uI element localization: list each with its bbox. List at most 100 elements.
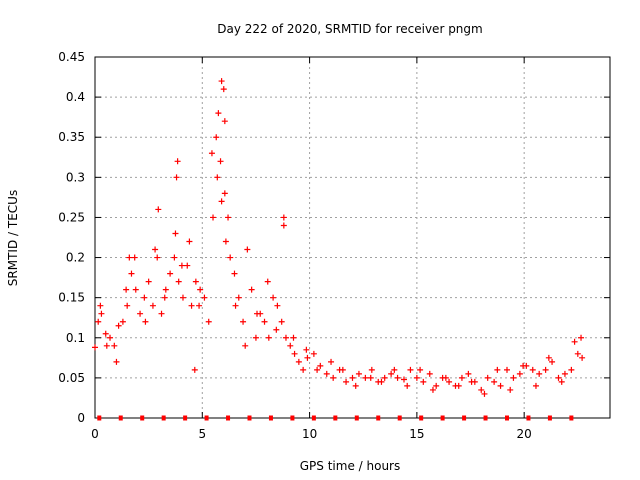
y-tick-label: 0.25 (58, 210, 85, 224)
data-point (295, 358, 302, 365)
data-point (210, 214, 217, 221)
data-point (404, 382, 411, 389)
data-point (278, 318, 285, 325)
data-point (442, 374, 449, 381)
data-point (368, 366, 375, 373)
data-point (221, 118, 228, 125)
data-point (221, 190, 228, 197)
data-point (561, 370, 568, 377)
data-point (417, 366, 424, 373)
data-point (367, 374, 374, 381)
data-point (171, 254, 178, 261)
data-point (128, 270, 135, 277)
data-point (555, 374, 562, 381)
baseline-marker (462, 415, 467, 421)
data-point (115, 322, 122, 329)
baseline-marker (440, 415, 445, 421)
x-axis-label: GPS time / hours (300, 459, 401, 473)
baseline-marker (161, 415, 166, 421)
data-point (98, 310, 105, 317)
data-point (188, 302, 195, 309)
data-point (532, 382, 539, 389)
data-point (394, 374, 401, 381)
data-point (184, 262, 191, 269)
data-point (218, 78, 225, 85)
data-point (330, 374, 337, 381)
baseline-marker (569, 415, 574, 421)
data-point (381, 374, 388, 381)
data-point (161, 294, 168, 301)
data-point (149, 302, 156, 309)
data-point (317, 362, 324, 369)
data-point (145, 278, 152, 285)
data-point (123, 286, 130, 293)
baseline-marker (526, 415, 531, 421)
data-point (388, 370, 395, 377)
data-series (92, 78, 586, 421)
data-point (355, 370, 362, 377)
data-point (314, 366, 321, 373)
data-point (339, 366, 346, 373)
y-tick-label: 0 (77, 411, 85, 425)
data-point (504, 366, 510, 373)
baseline-marker (483, 415, 488, 421)
data-point (137, 310, 144, 317)
baseline-marker (140, 415, 145, 421)
data-point (186, 238, 193, 245)
x-tick-label: 10 (302, 427, 317, 441)
data-point (92, 344, 98, 351)
baseline-marker (376, 415, 381, 421)
data-point (529, 366, 536, 373)
data-point (579, 354, 586, 361)
data-point (201, 294, 208, 301)
data-point (97, 302, 104, 309)
data-point (510, 374, 517, 381)
x-tick-label: 20 (517, 427, 532, 441)
data-point (205, 318, 212, 325)
data-point (131, 254, 138, 261)
data-point (536, 370, 543, 377)
baseline-marker (247, 415, 252, 421)
data-point (240, 318, 247, 325)
data-point (231, 270, 238, 277)
data-point (265, 334, 272, 341)
data-point (497, 382, 504, 389)
data-point (119, 318, 126, 325)
data-point (124, 302, 131, 309)
baseline-marker (419, 415, 424, 421)
data-point (300, 366, 307, 373)
baseline-marker (547, 415, 552, 421)
data-point (446, 378, 453, 385)
data-point (158, 310, 165, 317)
baseline-marker (268, 415, 273, 421)
data-point (349, 374, 356, 381)
data-point (261, 318, 268, 325)
data-point (478, 386, 485, 393)
data-point (111, 342, 118, 349)
data-point (420, 378, 427, 385)
data-point (126, 254, 133, 261)
data-point (558, 378, 565, 385)
data-point (429, 386, 436, 393)
baseline-marker (311, 415, 316, 421)
data-point (568, 366, 575, 373)
plot-frame (94, 56, 611, 419)
x-tick-label: 5 (198, 427, 206, 441)
data-point (174, 158, 181, 165)
data-point (481, 390, 488, 397)
data-point (244, 246, 251, 253)
data-point (191, 366, 198, 373)
data-point (196, 302, 203, 309)
data-point (343, 378, 350, 385)
data-point (507, 386, 514, 393)
data-point (291, 350, 298, 357)
data-point (172, 230, 179, 237)
data-point (280, 214, 287, 221)
data-point (323, 370, 330, 377)
data-point (178, 262, 185, 269)
y-tick-label: 0.15 (58, 291, 85, 305)
data-point (242, 342, 249, 349)
data-point (132, 286, 139, 293)
data-point (362, 374, 369, 381)
y-tick-label: 0.35 (58, 130, 85, 144)
